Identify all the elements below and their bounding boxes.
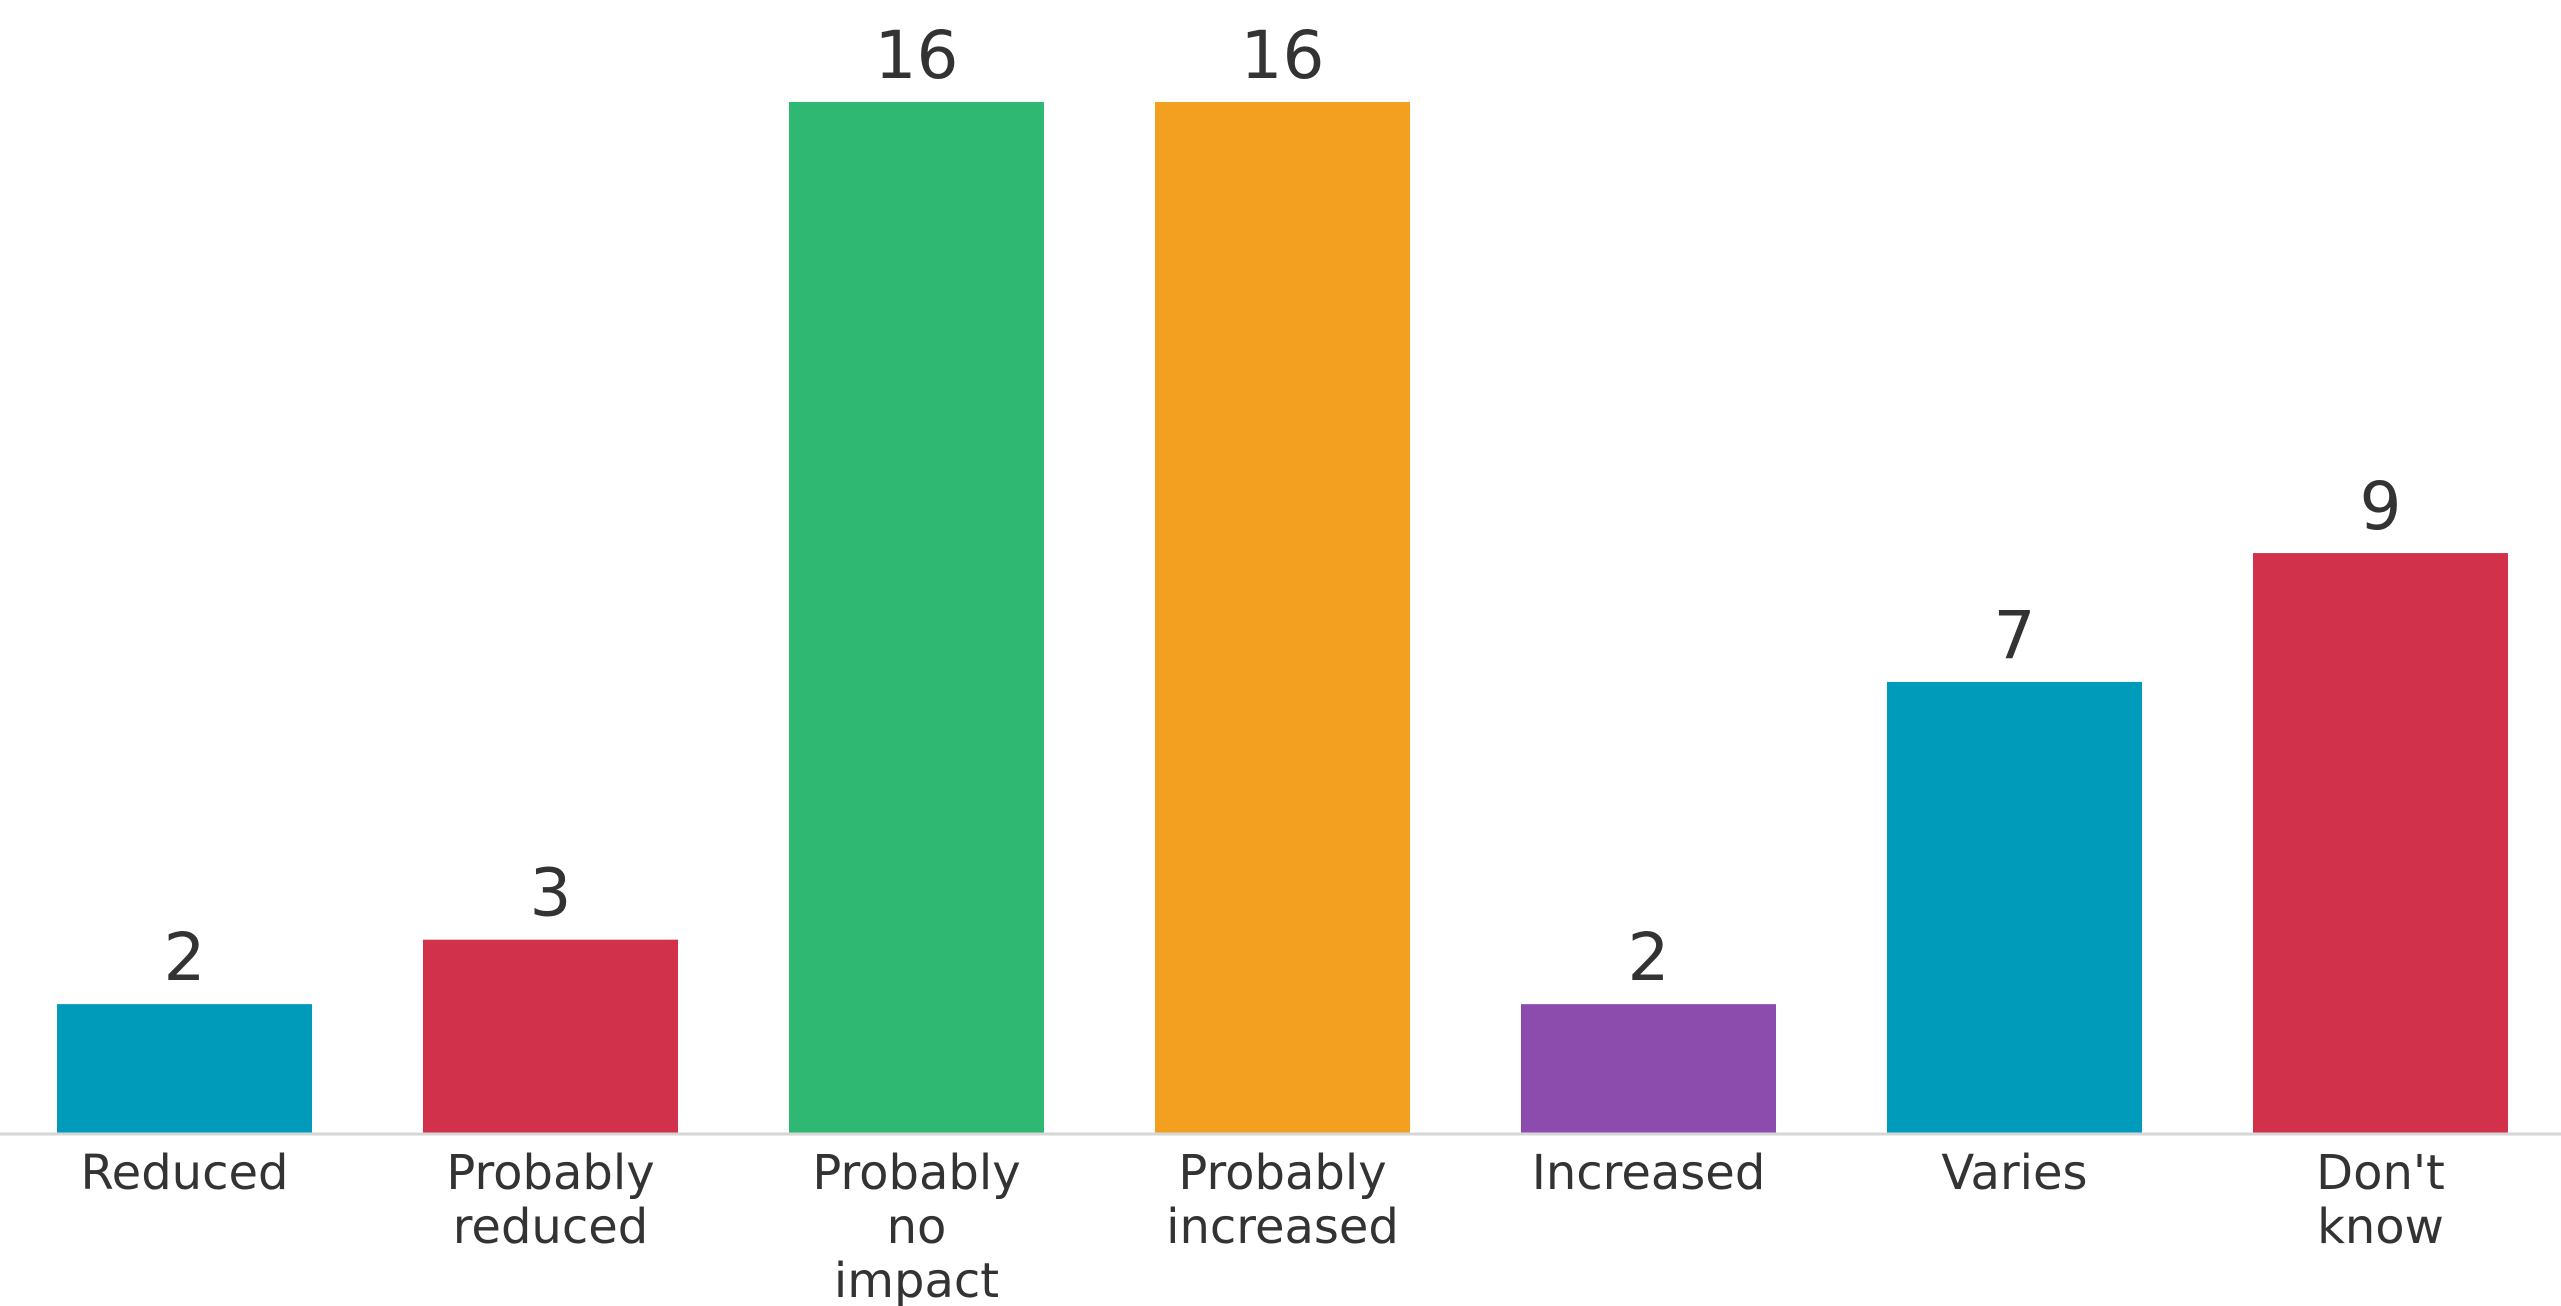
- category-label-line: Don't: [2316, 1145, 2445, 1201]
- category-label: Probably increased: [1166, 1145, 1399, 1255]
- bar-4: [1521, 1004, 1776, 1133]
- bar-6: [2253, 553, 2508, 1133]
- category-label: Increased: [1532, 1145, 1766, 1201]
- category-label-line: know: [2317, 1199, 2444, 1255]
- category-label-line: Reduced: [80, 1145, 288, 1201]
- category-label-line: Probably: [812, 1145, 1020, 1201]
- bar-value-label: 7: [1994, 597, 2036, 674]
- bar-value-label: 16: [1241, 17, 1325, 94]
- bars: [57, 102, 2508, 1133]
- category-label: Probably reduced: [446, 1145, 654, 1255]
- category-label: Reduced: [80, 1145, 288, 1201]
- bar-value-label: 16: [875, 17, 959, 94]
- category-label-line: Varies: [1941, 1145, 2087, 1201]
- category-label-line: impact: [834, 1253, 999, 1306]
- bar-value-label: 2: [1628, 919, 1670, 996]
- bar-0: [57, 1004, 312, 1133]
- category-label-line: Probably: [1178, 1145, 1386, 1201]
- category-label: Don't know: [2316, 1145, 2445, 1255]
- category-label: Probably no impact: [812, 1145, 1020, 1306]
- bar-5: [1887, 682, 2142, 1133]
- bar-value-label: 9: [2360, 468, 2402, 545]
- bar-2: [789, 102, 1044, 1133]
- bar-3: [1155, 102, 1410, 1133]
- category-label-line: Increased: [1532, 1145, 1766, 1201]
- bar-value-label: 2: [164, 919, 206, 996]
- bar-1: [423, 940, 678, 1133]
- bar-value-label: 3: [530, 855, 572, 932]
- category-label-line: increased: [1166, 1199, 1399, 1255]
- category-label-line: Probably: [446, 1145, 654, 1201]
- category-label-line: no: [887, 1199, 947, 1255]
- category-label: Varies: [1941, 1145, 2087, 1201]
- category-label-line: reduced: [453, 1199, 649, 1255]
